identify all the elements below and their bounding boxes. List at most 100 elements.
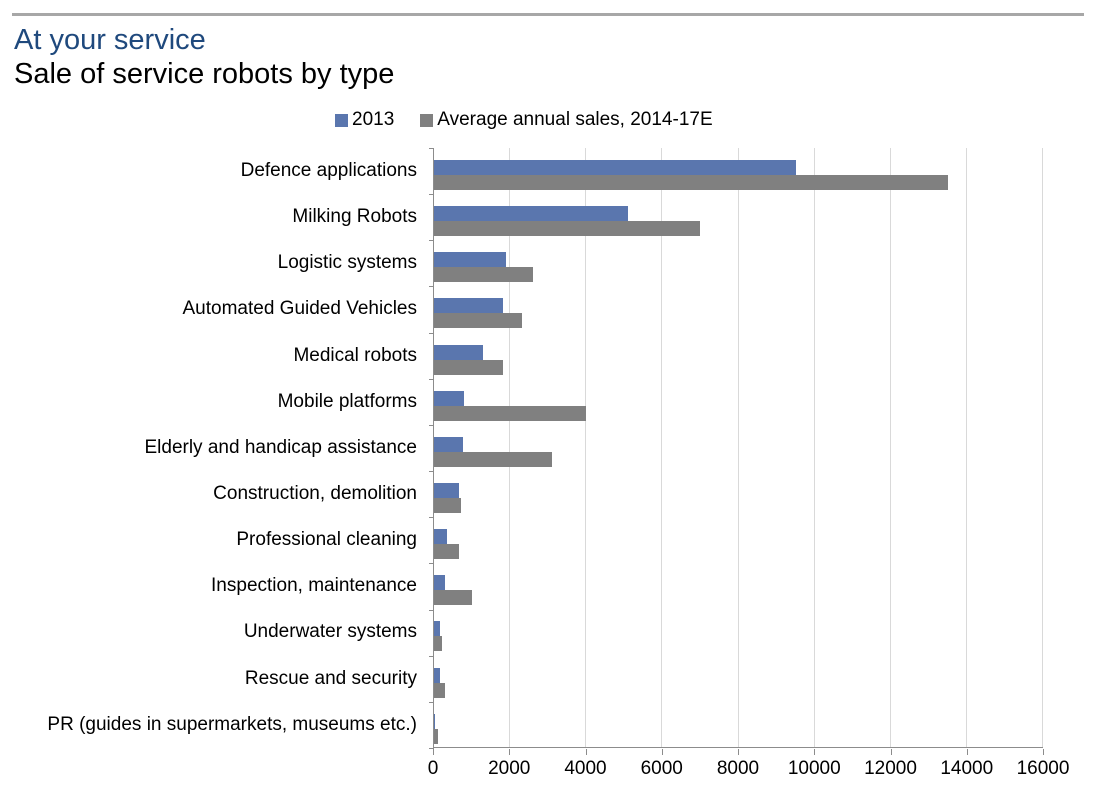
value-axis-tick-label: 8000 <box>716 758 760 779</box>
value-axis-tick <box>966 749 968 755</box>
category-axis-labels: Defence applications Milking Robots Logist… <box>0 148 425 748</box>
bar <box>434 451 552 467</box>
category-label: Mobile platforms <box>277 390 417 412</box>
value-axis-tick-label: 4000 <box>564 758 607 779</box>
category-label: Rescue and security <box>244 667 417 689</box>
category-axis-tick <box>429 517 434 519</box>
value-axis-tick <box>509 749 511 755</box>
category-axis-tick <box>429 148 434 149</box>
category-label: Automated Guided Vehicles <box>182 298 418 320</box>
category-row <box>434 148 1043 194</box>
category-row <box>434 517 1043 563</box>
legend-label-2013: 2013 <box>352 109 395 130</box>
value-axis-tick-label: 16000 <box>1016 758 1070 779</box>
category-label: Professional cleaning <box>236 529 417 551</box>
value-axis-tick <box>814 749 816 755</box>
category-row <box>434 286 1043 332</box>
bar <box>434 359 503 375</box>
value-axis-tick <box>585 749 587 755</box>
chart-title: At your service <box>14 24 206 56</box>
gridline <box>661 148 663 747</box>
bar <box>434 298 503 314</box>
category-axis-tick <box>429 609 434 611</box>
bar <box>434 267 533 283</box>
category-axis-tick <box>429 286 434 288</box>
category-label: Medical robots <box>293 344 417 366</box>
bar <box>434 252 507 268</box>
gridline <box>889 148 891 747</box>
top-rule <box>12 13 1084 16</box>
category-axis-tick <box>429 194 434 196</box>
bar <box>434 728 438 744</box>
legend-swatch-2013-icon <box>335 113 348 127</box>
category-axis-tick <box>429 332 434 334</box>
category-row <box>434 471 1043 517</box>
bar <box>434 160 796 175</box>
value-axis-tick <box>661 749 663 755</box>
category-label: Underwater systems <box>243 621 417 643</box>
value-axis-tick-label: 12000 <box>864 758 917 779</box>
category-row <box>434 656 1043 702</box>
bar <box>434 405 587 421</box>
category-axis-tick <box>429 701 434 703</box>
legend-item-average-sales: Average annual sales, 2014-17E <box>420 109 713 131</box>
bar-chart: Defence applications Milking Robots Logist… <box>0 148 1094 792</box>
category-row <box>434 194 1043 240</box>
bar <box>434 529 448 545</box>
category-row <box>434 425 1043 471</box>
category-row <box>434 563 1043 609</box>
category-row <box>434 240 1043 286</box>
gridline <box>1042 148 1043 747</box>
category-axis-tick <box>429 471 434 473</box>
category-row <box>434 379 1043 425</box>
category-axis-tick <box>429 563 434 565</box>
category-axis-tick <box>429 240 434 242</box>
gridline <box>813 148 815 747</box>
bar <box>434 221 701 237</box>
value-axis-tick <box>890 749 892 755</box>
bar <box>434 590 473 606</box>
gridline <box>737 148 739 747</box>
value-axis-tick-label: 0 <box>427 758 439 779</box>
plot-area <box>429 148 1043 749</box>
value-axis-tick-label: 14000 <box>940 758 994 779</box>
bar <box>434 575 446 591</box>
bar <box>434 436 463 452</box>
gridline <box>585 148 587 747</box>
bar <box>434 621 440 637</box>
category-label: Defence applications <box>240 160 417 182</box>
category-axis-tick <box>429 424 434 426</box>
bar <box>434 667 440 683</box>
category-label: PR (guides in supermarkets, museums etc.… <box>47 713 417 735</box>
bar <box>434 482 459 498</box>
category-axis-tick <box>429 655 434 657</box>
category-label: Logistic systems <box>277 252 417 274</box>
bar <box>434 175 948 190</box>
bar <box>434 636 442 652</box>
gridline <box>965 148 967 747</box>
value-axis-tick <box>738 749 739 755</box>
category-label: Elderly and handicap assistance <box>144 436 417 458</box>
bar <box>434 544 459 560</box>
value-axis-tick-label: 10000 <box>787 758 841 779</box>
category-row <box>434 702 1043 748</box>
legend-label-average-sales: Average annual sales, 2014-17E <box>437 109 713 130</box>
value-axis-tick-label: 2000 <box>488 758 531 779</box>
value-axis-tick-label: 6000 <box>640 758 683 779</box>
category-label: Construction, demolition <box>213 483 417 505</box>
legend-item-2013: 2013 <box>335 109 394 131</box>
legend-swatch-average-sales-icon <box>420 113 434 127</box>
category-label: Inspection, maintenance <box>211 575 417 597</box>
gridline <box>509 148 511 747</box>
category-row <box>434 333 1043 379</box>
chart-subtitle: Sale of service robots by type <box>14 58 395 90</box>
bar <box>434 390 465 406</box>
bar <box>434 497 461 513</box>
value-axis-tick <box>433 749 434 755</box>
bar <box>434 206 629 222</box>
value-axis-tick <box>1043 749 1044 755</box>
value-axis: 0 2000 4000 6000 8000 10000 12000 14000 16000 <box>428 748 1069 792</box>
bar <box>434 682 446 698</box>
bar <box>434 344 484 360</box>
category-axis-tick <box>429 378 434 380</box>
